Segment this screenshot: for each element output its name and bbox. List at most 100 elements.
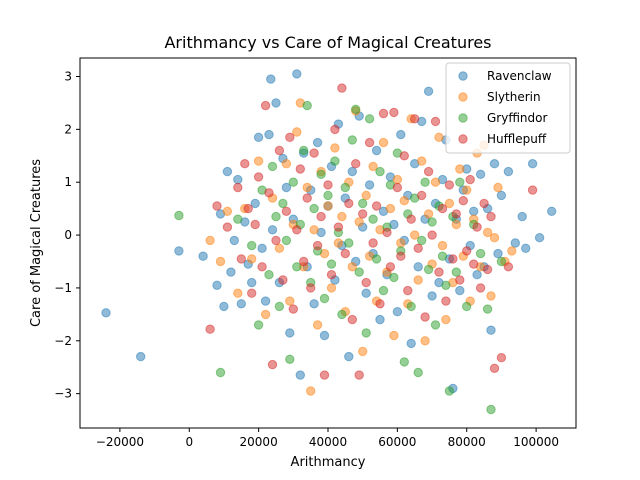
- chart-title: Arithmancy vs Care of Magical Creatures: [164, 33, 491, 52]
- point-hufflepuff-5: [240, 159, 250, 169]
- x-tick-label: 100000: [513, 435, 559, 449]
- point-slytherin-18: [309, 225, 319, 235]
- point-ravenclaw-49: [364, 180, 375, 190]
- point-ravenclaw-52: [375, 314, 385, 325]
- point-gryffindor-33: [358, 198, 368, 209]
- point-hufflepuff-3: [233, 182, 243, 193]
- point-hufflepuff-55: [413, 243, 423, 254]
- point-hufflepuff-77: [489, 363, 500, 373]
- point-hufflepuff-56: [417, 190, 427, 201]
- point-slytherin-48: [413, 275, 423, 285]
- y-tick-label: −3: [54, 387, 72, 401]
- points-layer: [101, 69, 557, 415]
- point-ravenclaw-6: [219, 301, 229, 312]
- series-hufflepuff: [205, 83, 538, 380]
- point-slytherin-49: [417, 156, 427, 166]
- point-slytherin-6: [253, 156, 264, 166]
- point-hufflepuff-21: [295, 164, 305, 174]
- point-gryffindor-4: [253, 320, 264, 330]
- point-hufflepuff-71: [469, 259, 479, 269]
- y-tick-label: 2: [64, 122, 72, 136]
- point-hufflepuff-25: [309, 148, 319, 158]
- point-gryffindor-37: [371, 254, 382, 264]
- point-gryffindor-1: [215, 367, 226, 378]
- x-tick-label: −20000: [96, 435, 144, 449]
- point-gryffindor-21: [316, 169, 326, 180]
- point-hufflepuff-6: [243, 203, 253, 214]
- legend-label-slytherin: Slytherin: [487, 90, 541, 104]
- point-ravenclaw-10: [233, 174, 243, 185]
- point-ravenclaw-89: [510, 238, 520, 248]
- point-slytherin-50: [420, 336, 430, 346]
- point-hufflepuff-42: [368, 238, 378, 248]
- point-gryffindor-47: [406, 301, 416, 312]
- point-hufflepuff-37: [351, 159, 361, 169]
- point-gryffindor-35: [364, 114, 375, 124]
- point-hufflepuff-30: [326, 270, 337, 280]
- point-hufflepuff-40: [361, 277, 371, 288]
- point-gryffindor-24: [326, 259, 337, 269]
- legend-marker-slytherin: [458, 92, 468, 102]
- point-hufflepuff-29: [323, 180, 333, 190]
- point-hufflepuff-28: [319, 370, 330, 380]
- point-ravenclaw-90: [517, 211, 527, 222]
- point-slytherin-40: [385, 203, 396, 214]
- point-hufflepuff-49: [392, 182, 403, 193]
- point-ravenclaw-34: [312, 137, 323, 148]
- point-slytherin-9: [274, 243, 285, 254]
- point-gryffindor-38: [375, 166, 385, 177]
- point-hufflepuff-22: [299, 256, 309, 267]
- legend-box: [445, 62, 571, 154]
- point-gryffindor-65: [482, 304, 493, 314]
- y-tick-label: −2: [54, 334, 72, 348]
- y-tick-label: 0: [64, 228, 72, 242]
- point-slytherin-38: [378, 137, 389, 148]
- point-hufflepuff-15: [274, 145, 285, 156]
- point-slytherin-33: [361, 190, 371, 201]
- point-gryffindor-28: [340, 182, 350, 193]
- point-hufflepuff-67: [455, 275, 465, 285]
- point-hufflepuff-10: [257, 262, 267, 272]
- point-ravenclaw-18: [260, 296, 271, 306]
- point-ravenclaw-7: [222, 166, 233, 177]
- point-hufflepuff-57: [420, 312, 430, 322]
- point-ravenclaw-33: [309, 299, 319, 309]
- legend-marker-gryffindor: [458, 113, 468, 123]
- point-ravenclaw-84: [486, 325, 496, 335]
- point-hufflepuff-2: [222, 222, 233, 232]
- point-slytherin-17: [306, 386, 316, 396]
- point-ravenclaw-15: [250, 198, 260, 209]
- legend-marker-ravenclaw: [458, 71, 468, 81]
- point-ravenclaw-19: [264, 129, 274, 140]
- point-ravenclaw-66: [423, 86, 434, 97]
- point-gryffindor-25: [330, 156, 340, 166]
- x-tick-label: 80000: [448, 435, 486, 449]
- point-ravenclaw-22: [271, 98, 281, 108]
- point-hufflepuff-33: [337, 83, 347, 93]
- point-ravenclaw-9: [229, 235, 240, 246]
- point-ravenclaw-75: [455, 285, 465, 296]
- point-slytherin-47: [410, 230, 420, 240]
- point-slytherin-29: [347, 262, 357, 272]
- point-gryffindor-64: [475, 248, 486, 259]
- point-ravenclaw-91: [521, 243, 531, 254]
- point-hufflepuff-41: [364, 137, 375, 148]
- point-hufflepuff-70: [465, 174, 475, 185]
- point-hufflepuff-12: [264, 188, 274, 198]
- point-gryffindor-2: [233, 214, 243, 224]
- point-slytherin-70: [489, 233, 500, 243]
- point-gryffindor-62: [462, 301, 472, 312]
- point-ravenclaw-44: [347, 166, 357, 177]
- point-gryffindor-42: [389, 272, 399, 283]
- x-tick-label: 40000: [309, 435, 347, 449]
- point-gryffindor-22: [319, 293, 330, 304]
- point-hufflepuff-26: [312, 240, 323, 251]
- point-slytherin-24: [330, 143, 340, 153]
- y-tick-label: 1: [64, 175, 72, 189]
- point-hufflepuff-59: [427, 230, 437, 240]
- point-ravenclaw-93: [534, 233, 545, 243]
- point-gryffindor-27: [337, 309, 347, 320]
- point-gryffindor-0: [174, 210, 184, 221]
- x-axis-label: Arithmancy: [291, 455, 366, 470]
- point-ravenclaw-67: [427, 291, 437, 301]
